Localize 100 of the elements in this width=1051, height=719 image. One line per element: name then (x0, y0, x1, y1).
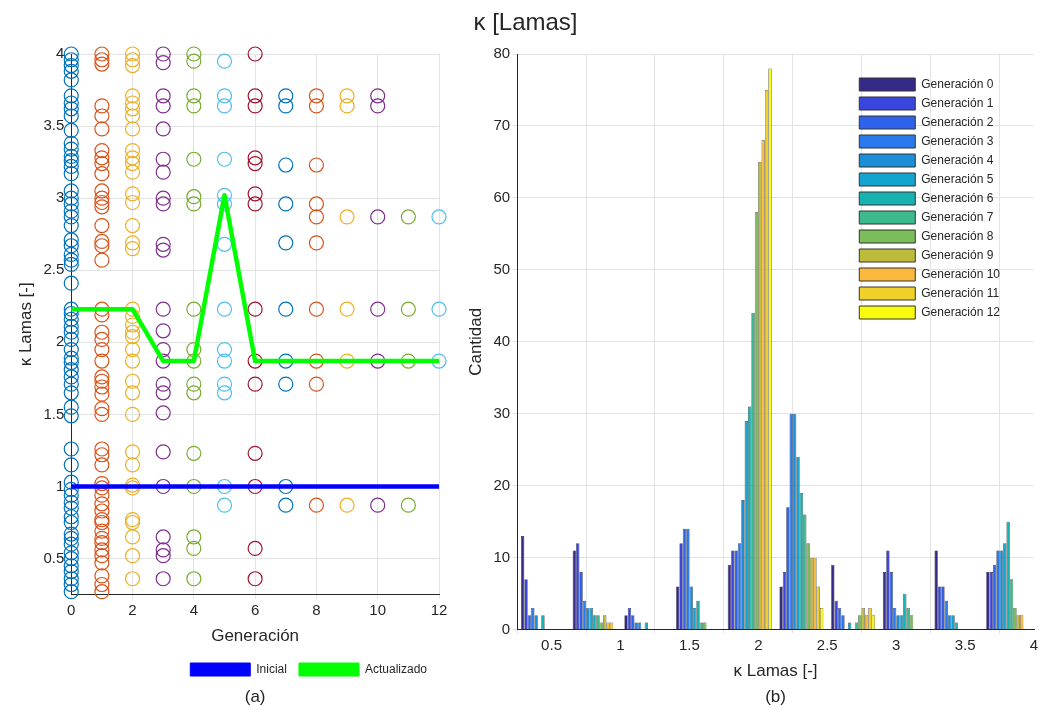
point (94, 199, 110, 215)
point (308, 376, 325, 392)
point (278, 157, 294, 173)
point (247, 98, 263, 114)
y-tick-label: 30 (493, 403, 511, 421)
y-tick-label: 2.5 (43, 260, 65, 278)
legend-label: Generación 0 (921, 76, 994, 91)
point (94, 584, 110, 600)
point (247, 46, 263, 62)
point (216, 497, 233, 513)
point (186, 151, 202, 167)
point (94, 542, 110, 558)
point (155, 444, 171, 460)
point (94, 183, 110, 199)
point (216, 301, 233, 317)
point (94, 535, 110, 551)
point (278, 88, 294, 104)
point (124, 385, 141, 401)
point (124, 88, 141, 104)
point (124, 353, 141, 369)
point (339, 301, 355, 317)
point (94, 379, 110, 395)
point (370, 301, 386, 317)
point (94, 56, 110, 72)
point (216, 376, 233, 392)
point (247, 376, 263, 392)
point (94, 523, 110, 539)
point (155, 98, 171, 114)
point (124, 241, 141, 257)
point (124, 155, 141, 172)
x-tick-label: 0 (67, 600, 76, 618)
point (94, 530, 110, 546)
point (124, 308, 141, 324)
point (278, 353, 294, 369)
point (124, 46, 141, 62)
point (370, 88, 386, 104)
point (94, 568, 110, 584)
point (94, 301, 110, 317)
point (155, 55, 171, 71)
legend-label: Generación 2 (921, 114, 994, 129)
point (278, 376, 294, 392)
point (94, 238, 110, 254)
point (186, 196, 202, 212)
point (124, 548, 141, 564)
point (124, 217, 141, 234)
point (186, 445, 202, 461)
point (155, 385, 171, 401)
y-tick-label: 80 (493, 44, 511, 62)
point (216, 151, 233, 167)
point (247, 445, 263, 461)
point (155, 236, 171, 252)
y-tick-label: 4 (55, 44, 65, 62)
point (155, 323, 171, 339)
point (339, 497, 355, 513)
x-tick-label: 2 (754, 635, 763, 653)
point (216, 88, 233, 104)
point (124, 317, 141, 333)
y-tick-label: 50 (493, 259, 511, 277)
point (431, 209, 447, 225)
legend-label: Generación 4 (921, 152, 994, 167)
point (94, 386, 110, 402)
point (308, 196, 325, 212)
point (186, 540, 202, 557)
point (186, 341, 202, 358)
y-tick-label: 60 (493, 188, 511, 206)
point (94, 496, 110, 512)
point (431, 301, 447, 317)
point (94, 353, 110, 369)
legend-label: Inicial (256, 661, 287, 676)
y-tick-label: 0 (501, 619, 511, 637)
point (94, 487, 110, 503)
point (370, 353, 386, 369)
legend-label: Generación 11 (921, 285, 1000, 300)
point (431, 353, 447, 369)
point (308, 235, 325, 251)
point (124, 406, 141, 422)
point (278, 235, 294, 251)
point (124, 108, 141, 124)
point (124, 324, 141, 340)
point (155, 190, 171, 206)
point (400, 209, 416, 225)
text: (b) (765, 687, 786, 707)
point (94, 166, 110, 182)
point (124, 444, 141, 460)
point (94, 457, 110, 473)
point (216, 53, 233, 69)
point (94, 155, 110, 172)
point (308, 497, 325, 513)
point (339, 353, 355, 369)
point (124, 52, 141, 68)
point (94, 401, 110, 417)
point (94, 480, 110, 496)
point (94, 108, 110, 124)
point (155, 376, 171, 392)
point (216, 98, 233, 114)
point (247, 540, 263, 557)
x-tick-label: 6 (250, 600, 260, 618)
point (339, 88, 355, 104)
point (186, 376, 202, 392)
point (155, 353, 171, 369)
